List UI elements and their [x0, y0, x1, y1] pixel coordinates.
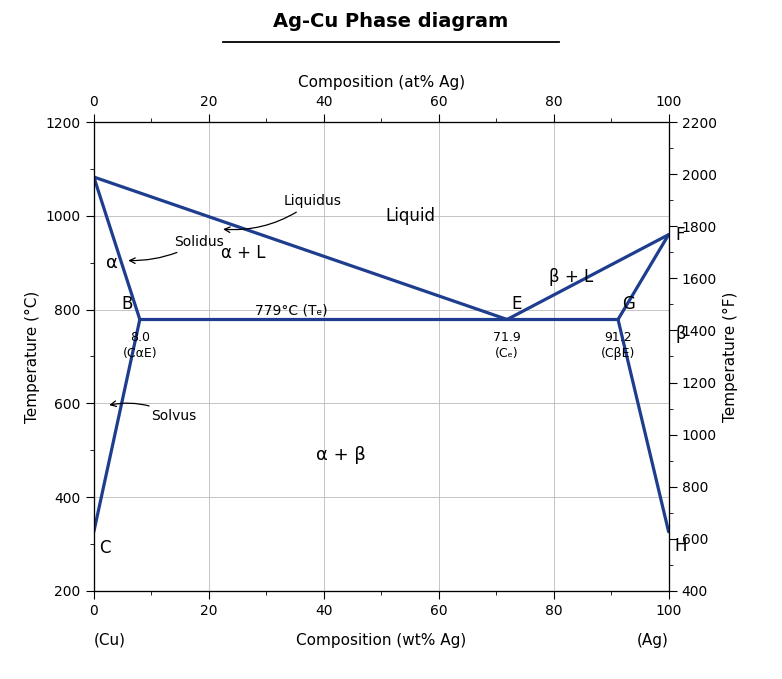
Text: (Cu): (Cu): [94, 633, 126, 648]
Text: A: A: [76, 168, 87, 186]
Text: α + β: α + β: [316, 446, 366, 464]
Text: Solidus: Solidus: [130, 235, 224, 263]
Text: (Ag): (Ag): [637, 633, 669, 648]
Text: Composition (wt% Ag): Composition (wt% Ag): [296, 633, 466, 648]
Text: 91.2
(CβE): 91.2 (CβE): [601, 331, 635, 360]
Text: β + L: β + L: [549, 268, 593, 286]
Text: α + L: α + L: [221, 244, 266, 262]
Y-axis label: Temperature (°C): Temperature (°C): [25, 291, 40, 422]
Text: F: F: [676, 225, 685, 244]
Text: C: C: [99, 538, 111, 557]
Text: B: B: [121, 295, 133, 312]
Text: H: H: [674, 537, 687, 555]
Text: Solvus: Solvus: [110, 401, 196, 424]
Text: G: G: [622, 295, 635, 312]
Text: 71.9
(Cₑ): 71.9 (Cₑ): [493, 331, 521, 360]
Y-axis label: Temperature (°F): Temperature (°F): [723, 291, 737, 422]
Text: Ag-Cu Phase diagram: Ag-Cu Phase diagram: [274, 12, 508, 31]
Text: Liquid: Liquid: [385, 207, 435, 225]
X-axis label: Composition (at% Ag): Composition (at% Ag): [298, 75, 465, 90]
Text: 779°C (Tₑ): 779°C (Tₑ): [255, 304, 328, 318]
Text: α: α: [106, 254, 118, 272]
Text: E: E: [511, 295, 522, 312]
Text: β: β: [676, 325, 686, 343]
Text: 8.0
(CαE): 8.0 (CαE): [123, 331, 157, 360]
Text: Liquidus: Liquidus: [224, 194, 342, 232]
